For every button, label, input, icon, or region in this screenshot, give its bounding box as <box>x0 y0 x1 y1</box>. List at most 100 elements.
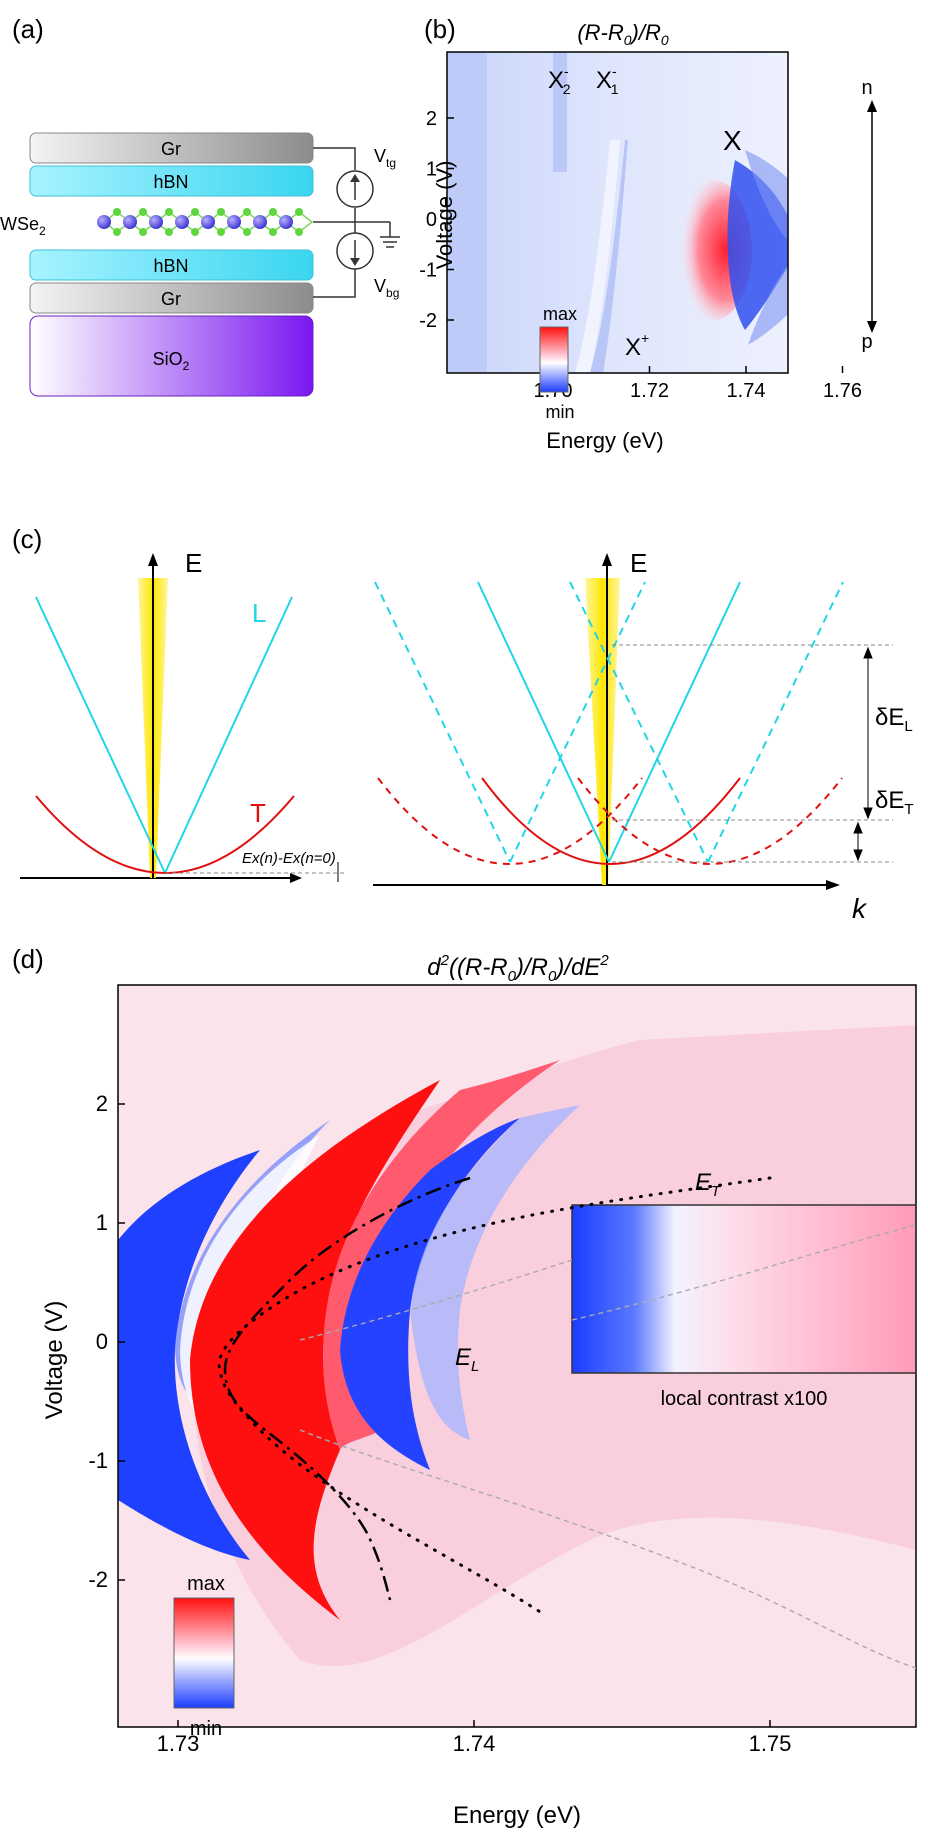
panel-d-ylabel: Voltage (V) <box>41 1301 68 1420</box>
inset-caption: local contrast x100 <box>661 1388 828 1410</box>
panel-label-d: (d) <box>12 944 44 974</box>
tungsten-atom <box>97 215 111 229</box>
tungsten-atom <box>201 215 215 229</box>
map-b-frame <box>446 51 789 374</box>
delta-el-label: δEL <box>875 704 913 735</box>
vbg-label: Vbg <box>374 276 399 300</box>
bottom-gr-label: Gr <box>161 289 181 309</box>
panel-b-title: (R-R0)/R0 <box>577 20 669 48</box>
y-tick-label: 1 <box>426 159 437 181</box>
x-exciton-label: X <box>723 125 742 156</box>
tungsten-atom <box>123 215 137 229</box>
L-branch-left <box>35 596 166 874</box>
top-hbn-layer <box>29 165 314 197</box>
T-model-curve <box>217 1176 772 1617</box>
x-tick-label: 1.75 <box>749 1731 792 1756</box>
panel-label-a: (a) <box>12 14 44 44</box>
x-plus-label: X+ <box>625 330 649 361</box>
L-branch-right <box>164 596 293 874</box>
y-tick-label: -1 <box>88 1448 108 1473</box>
selenium-atom <box>165 208 173 216</box>
doping-arrow <box>867 100 877 333</box>
map-b-image <box>447 52 788 373</box>
x2-minus-label: X-2 <box>548 63 571 97</box>
colorbar-d-max: max <box>187 1573 225 1595</box>
reflectance-map-b: (R-R0)/R0 Energy (eV) Voltage (V) 1.701.… <box>419 20 877 453</box>
dispersion-schematic: E L T Ex(n)-Ex(n=0) k E <box>20 548 914 924</box>
label-T: T <box>250 798 266 828</box>
y-tick-label: -1 <box>419 260 437 282</box>
inset-local-contrast <box>572 1205 916 1373</box>
selenium-atom <box>295 228 303 236</box>
p-doping-label: p <box>861 331 872 353</box>
circuit-wiring <box>313 147 400 298</box>
y-tick-label: 0 <box>426 209 437 231</box>
y-tick-label: 2 <box>96 1091 108 1116</box>
tungsten-atom <box>149 215 163 229</box>
L-folded-branches <box>374 581 844 863</box>
ex-label: Ex(n)-Ex(n=0) <box>242 850 336 867</box>
delta-et-label: δET <box>875 787 914 818</box>
selenium-atom <box>269 208 277 216</box>
bottom-gate-source-icon <box>336 232 374 270</box>
selenium-atom <box>295 208 303 216</box>
k-axis-label: k <box>852 893 868 924</box>
tungsten-atom <box>279 215 293 229</box>
vtg-label: Vtg <box>374 146 396 170</box>
selenium-atom <box>191 208 199 216</box>
colorbar-d <box>173 1597 235 1709</box>
et-label: ET <box>695 1169 722 1200</box>
wse2-label: WSe2 <box>0 214 46 238</box>
selenium-atom <box>191 228 199 236</box>
x-tick-label: 1.73 <box>157 1731 200 1756</box>
device-schematic: Gr hBN WSe2 hBN Gr SiO2 <box>0 132 400 397</box>
bottom-hbn-label: hBN <box>153 256 188 276</box>
label-L: L <box>252 598 266 628</box>
inset-guide-lines <box>299 1224 917 1669</box>
x-tick-label: 1.72 <box>630 380 669 402</box>
selenium-atom <box>217 208 225 216</box>
panel-b-xlabel: Energy (eV) <box>546 428 663 453</box>
wse2-monolayer <box>97 208 313 236</box>
panel-b-ylabel: Voltage (V) <box>432 161 457 270</box>
bottom-hbn-layer <box>29 249 314 281</box>
y-tick-label: -2 <box>419 310 437 332</box>
selenium-atom <box>113 228 121 236</box>
light-cone-right <box>585 578 620 885</box>
L-model-curve <box>223 1176 471 1601</box>
selenium-atom <box>243 208 251 216</box>
y-tick-label: 0 <box>96 1329 108 1354</box>
panel-d-xlabel: Energy (eV) <box>453 1802 581 1829</box>
top-hbn-label: hBN <box>153 172 188 192</box>
selenium-atom <box>139 208 147 216</box>
sio2-substrate <box>29 315 314 397</box>
colorbar-b <box>539 326 569 393</box>
panel-d-title: d2((R-R0)/R0)/dE2 <box>427 952 609 985</box>
colorbar-d-min: min <box>190 1718 222 1740</box>
panel-label-b: (b) <box>424 14 456 44</box>
y-tick-label: 2 <box>426 108 437 130</box>
y-tick-label: 1 <box>96 1210 108 1235</box>
selenium-atom <box>139 228 147 236</box>
energy-gap-arrows <box>853 646 873 862</box>
second-derivative-map-d: d2((R-R0)/R0)/dE2 <box>41 952 917 1829</box>
sio2-label: SiO2 <box>153 349 190 373</box>
map-d-image <box>118 985 916 1727</box>
x-tick-label: 1.76 <box>823 380 862 402</box>
selenium-atom <box>165 228 173 236</box>
selenium-atom <box>269 228 277 236</box>
e-axis-label-right: E <box>630 548 647 578</box>
selenium-atom <box>243 228 251 236</box>
n-doping-label: n <box>861 77 872 99</box>
T-folded-parabolas <box>377 777 843 865</box>
colorbar-b-min: min <box>545 402 574 422</box>
e-axis-label-left: E <box>185 548 202 578</box>
tungsten-atom <box>175 215 189 229</box>
top-gr-label: Gr <box>161 139 181 159</box>
x1-minus-label: X-1 <box>596 63 619 97</box>
x-tick-label: 1.74 <box>727 380 766 402</box>
selenium-atom <box>217 228 225 236</box>
el-label: EL <box>455 1344 479 1375</box>
colorbar-b-max: max <box>543 304 577 324</box>
